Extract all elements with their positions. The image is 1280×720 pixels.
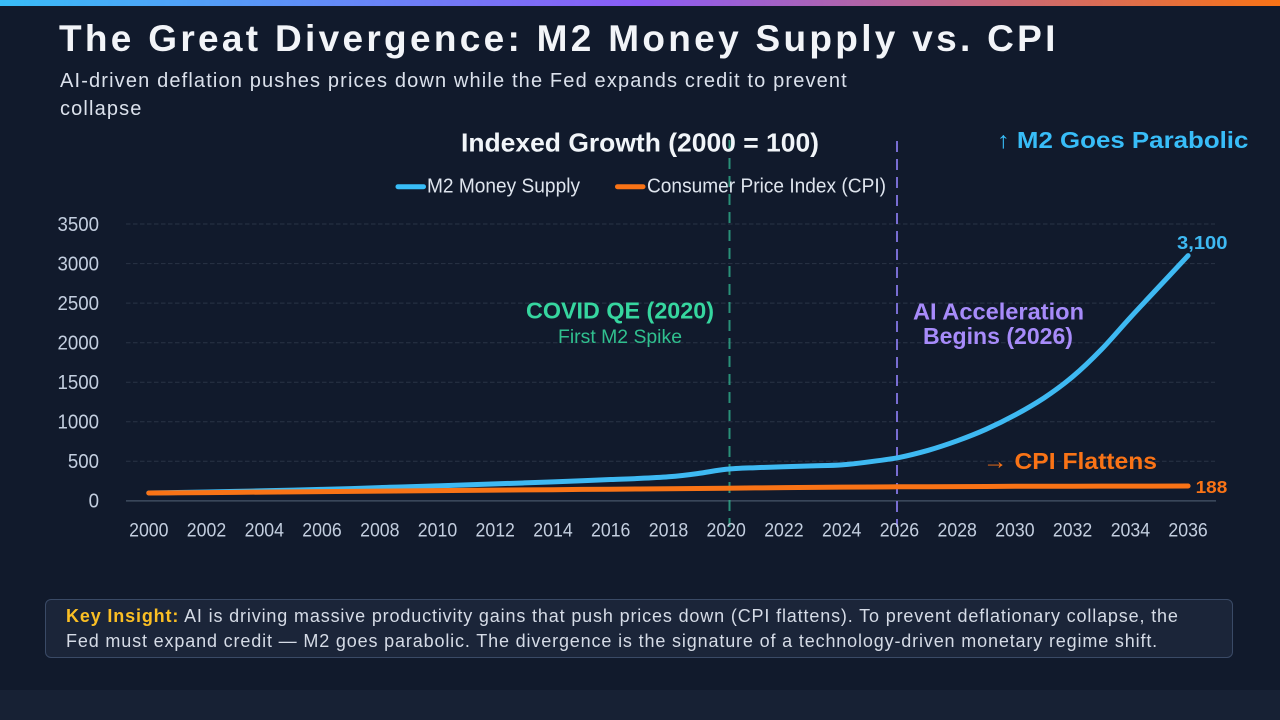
svg-text:2002: 2002 bbox=[187, 520, 226, 542]
svg-text:2004: 2004 bbox=[245, 520, 285, 542]
svg-text:1500: 1500 bbox=[58, 372, 100, 394]
svg-text:Indexed Growth (2000 = 100): Indexed Growth (2000 = 100) bbox=[461, 128, 819, 158]
svg-text:Begins (2026): Begins (2026) bbox=[923, 323, 1073, 349]
svg-text:→ CPI Flattens: → CPI Flattens bbox=[983, 448, 1157, 474]
svg-text:500: 500 bbox=[68, 451, 99, 473]
svg-text:2016: 2016 bbox=[591, 520, 630, 542]
svg-text:AI Acceleration: AI Acceleration bbox=[913, 299, 1084, 325]
svg-text:M2 Money Supply: M2 Money Supply bbox=[427, 176, 580, 198]
svg-text:COVID QE (2020): COVID QE (2020) bbox=[526, 298, 714, 324]
svg-text:2000: 2000 bbox=[58, 333, 100, 355]
svg-text:2012: 2012 bbox=[476, 520, 515, 542]
svg-text:2022: 2022 bbox=[764, 520, 803, 542]
svg-text:3500: 3500 bbox=[58, 214, 100, 236]
svg-text:↑ M2 Goes Parabolic: ↑ M2 Goes Parabolic bbox=[997, 127, 1249, 153]
svg-text:2006: 2006 bbox=[302, 520, 341, 542]
svg-text:1000: 1000 bbox=[58, 412, 100, 434]
svg-text:3,100: 3,100 bbox=[1177, 232, 1228, 253]
svg-text:2024: 2024 bbox=[822, 520, 862, 542]
svg-text:2500: 2500 bbox=[58, 293, 100, 315]
svg-text:2010: 2010 bbox=[418, 520, 458, 542]
svg-text:Consumer Price Index (CPI): Consumer Price Index (CPI) bbox=[647, 176, 886, 198]
svg-text:2014: 2014 bbox=[533, 520, 573, 542]
svg-text:0: 0 bbox=[89, 491, 99, 513]
svg-text:2008: 2008 bbox=[360, 520, 399, 542]
svg-text:2020: 2020 bbox=[707, 520, 747, 542]
svg-text:First M2 Spike: First M2 Spike bbox=[558, 327, 682, 348]
svg-text:2030: 2030 bbox=[995, 520, 1035, 542]
svg-text:2018: 2018 bbox=[649, 520, 688, 542]
svg-text:188: 188 bbox=[1196, 477, 1228, 497]
svg-text:2032: 2032 bbox=[1053, 520, 1092, 542]
svg-text:2036: 2036 bbox=[1168, 520, 1207, 542]
svg-text:3000: 3000 bbox=[58, 253, 100, 275]
svg-text:2000: 2000 bbox=[129, 520, 169, 542]
svg-text:2028: 2028 bbox=[938, 520, 977, 542]
svg-text:2026: 2026 bbox=[880, 520, 919, 542]
svg-text:2034: 2034 bbox=[1111, 520, 1151, 542]
